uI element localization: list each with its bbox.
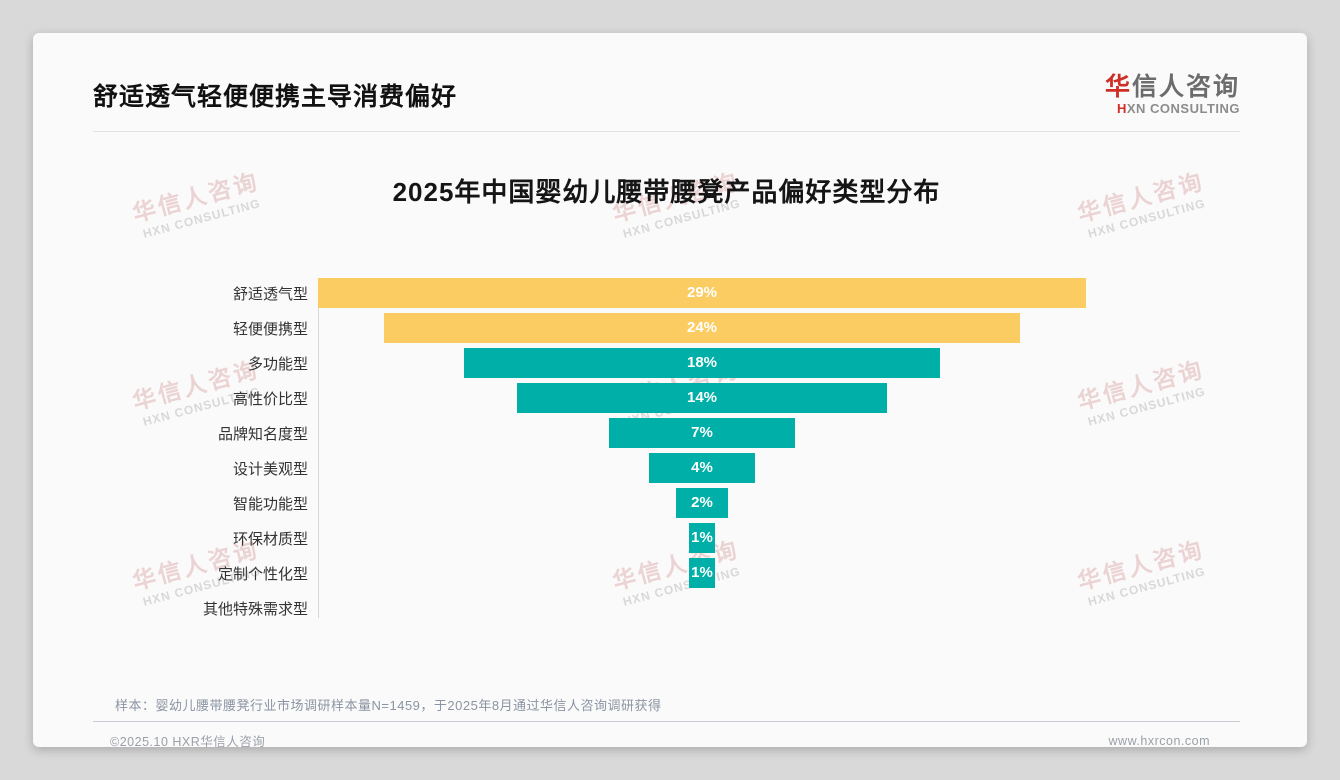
- logo-accent-char: 华: [1104, 72, 1132, 101]
- category-label: 设计美观型: [232, 460, 308, 478]
- bar: 4%: [649, 453, 755, 483]
- footer-divider: [93, 721, 1240, 722]
- category-label: 环保材质型: [232, 530, 308, 548]
- bar-area: 24%: [318, 313, 1086, 343]
- category-label: 定制个性化型: [217, 565, 308, 583]
- copyright-text: ©2025.10 HXR华信人咨询: [110, 735, 266, 747]
- funnel-bar-chart: 舒适透气型 29% 轻便便携型 24% 多功能型 18% 高性价比型 14% 品牌知名度型 7% 设…: [93, 278, 1240, 623]
- chart-row: 品牌知名度型 7%: [93, 418, 1240, 448]
- slide-content: 舒适透气轻便便携主导消费偏好 华信人咨询 HXN CONSULTING 2025…: [93, 33, 1240, 747]
- category-label: 多功能型: [247, 355, 308, 373]
- logo-english-name: HXN CONSULTING: [1105, 101, 1240, 117]
- bar-area: [318, 593, 1086, 623]
- page-title: 舒适透气轻便便携主导消费偏好: [93, 83, 458, 111]
- slide-card: 舒适透气轻便便携主导消费偏好 华信人咨询 HXN CONSULTING 2025…: [33, 33, 1307, 747]
- bar-area: 2%: [318, 488, 1086, 518]
- chart-row: 智能功能型 2%: [93, 488, 1240, 518]
- category-label: 其他特殊需求型: [202, 600, 308, 618]
- category-label: 轻便便携型: [232, 320, 308, 338]
- header-divider: [93, 131, 1240, 132]
- bar: 1%: [688, 523, 716, 553]
- bar-area: 1%: [318, 558, 1086, 588]
- bar-area: 4%: [318, 453, 1086, 483]
- bar: 18%: [463, 348, 941, 378]
- chart-row: 环保材质型 1%: [93, 523, 1240, 553]
- bar: 1%: [688, 558, 716, 588]
- logo-subtitle-rest: XN CONSULTING: [1126, 101, 1240, 117]
- chart-row: 舒适透气型 29%: [93, 278, 1240, 308]
- category-label: 品牌知名度型: [217, 425, 308, 443]
- sample-note: 样本：婴幼儿腰带腰凳行业市场调研样本量N=1459，于2025年8月通过华信人咨…: [115, 698, 662, 713]
- bar-area: 18%: [318, 348, 1086, 378]
- bar: 7%: [609, 418, 795, 448]
- chart-row: 轻便便携型 24%: [93, 313, 1240, 343]
- chart-row: 其他特殊需求型: [93, 593, 1240, 623]
- company-logo: 华信人咨询 HXN CONSULTING: [1104, 72, 1240, 117]
- chart-row: 设计美观型 4%: [93, 453, 1240, 483]
- category-label: 智能功能型: [232, 495, 308, 513]
- chart-row: 多功能型 18%: [93, 348, 1240, 378]
- bar: 29%: [318, 278, 1086, 308]
- chart-row: 高性价比型 14%: [93, 383, 1240, 413]
- bar: 24%: [384, 313, 1020, 343]
- footer: ©2025.10 HXR华信人咨询 www.hxrcon.com: [93, 722, 1240, 748]
- bar: 14%: [516, 383, 888, 413]
- chart-title: 2025年中国婴幼儿腰带腰凳产品偏好类型分布: [392, 177, 941, 207]
- category-label: 高性价比型: [232, 390, 308, 408]
- website-url: www.hxrcon.com: [1108, 733, 1210, 748]
- bar-area: 7%: [318, 418, 1086, 448]
- logo-name-rest: 信人咨询: [1131, 72, 1240, 101]
- bar-area: 29%: [318, 278, 1086, 308]
- category-label: 舒适透气型: [232, 285, 308, 303]
- bar-area: 1%: [318, 523, 1086, 553]
- bar: 2%: [675, 488, 729, 518]
- bar-area: 14%: [318, 383, 1086, 413]
- header: 舒适透气轻便便携主导消费偏好 华信人咨询 HXN CONSULTING: [93, 33, 1240, 123]
- logo-chinese-name: 华信人咨询: [1104, 72, 1240, 102]
- chart-row: 定制个性化型 1%: [93, 558, 1240, 588]
- logo-accent-letter: H: [1116, 101, 1127, 117]
